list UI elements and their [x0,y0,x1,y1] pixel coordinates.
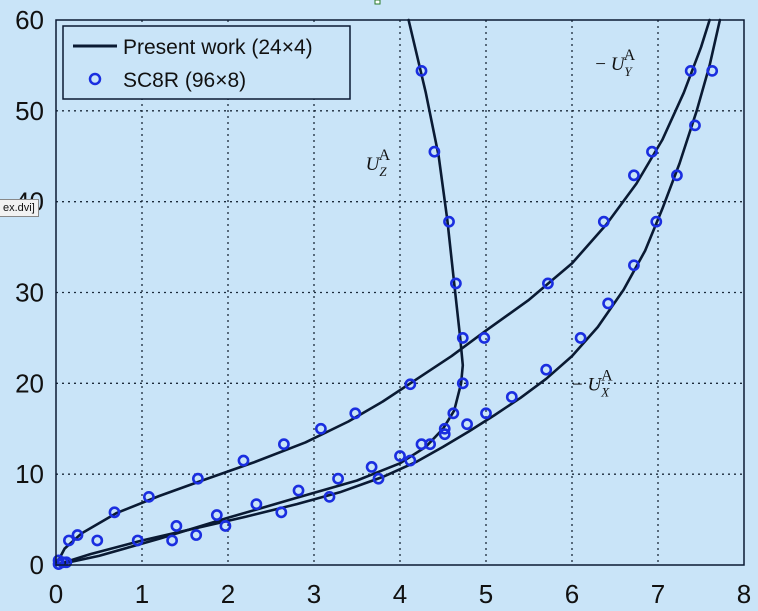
data-point-marker [394,450,406,462]
x-tick-label: 6 [565,579,579,609]
data-point-marker [478,332,491,344]
data-point-marker [142,490,155,503]
data-point-marker [646,145,658,158]
curve-label: − UXA [572,368,613,400]
legend-line-label: Present work (24×4) [123,36,313,59]
data-point-marker [314,422,327,435]
data-point-marker [449,277,462,290]
data-point-marker [684,64,697,77]
y-tick-label: 30 [15,278,44,308]
data-point-marker [63,534,75,547]
x-tick-label: 1 [135,579,149,609]
y-tick-label: 0 [30,550,44,580]
data-point-marker [461,418,473,431]
data-point-marker [628,169,640,182]
data-point-marker [91,534,104,547]
legend-box [62,25,351,100]
data-point-marker [275,506,288,519]
data-point-marker [438,428,451,441]
x-tick-label: 0 [49,579,63,609]
data-point-marker [540,363,553,376]
data-point-marker [456,377,469,390]
data-point-marker [671,169,683,182]
x-tick-label: 8 [737,579,751,609]
data-point-marker [277,438,290,451]
legend-marker-swatch [88,72,102,86]
data-point-marker [404,454,417,467]
data-point-marker [349,407,362,420]
data-point-marker [505,391,518,403]
data-point-marker [237,454,250,467]
y-tick-label: 60 [15,5,44,35]
data-point-marker [628,259,640,272]
data-point-marker [456,332,469,344]
x-tick-label: 2 [221,579,235,609]
data-point-marker [71,529,84,541]
x-tick-label: 3 [307,579,321,609]
data-point-marker [597,215,610,228]
data-point-marker [131,534,144,547]
data-point-marker [650,215,663,228]
x-tick-labels: 0 1 2 3 4 5 6 7 8 [49,579,751,609]
data-point-marker [323,490,336,503]
data-point-marker [415,438,428,451]
data-point-marker [447,407,460,420]
data-point-marker [574,332,587,344]
x-tick-label: 5 [479,579,493,609]
curve-annotations: UZA − UYA − UXA [366,47,636,400]
top-edge-handle [374,0,381,5]
x-tick-label: 4 [393,579,407,609]
data-point-marker [210,509,223,521]
data-point-marker [292,484,305,497]
data-point-marker [602,297,615,310]
data-point-marker [404,378,417,391]
data-point-marker [365,460,378,473]
data-point-marker [428,145,441,158]
data-point-marker [542,277,554,290]
y-tick-label: 50 [15,96,44,126]
curve-label: UZA [366,147,391,179]
data-point-marker [372,472,385,485]
data-point-marker [108,506,121,519]
data-point-marker [166,534,178,547]
curve-label: − UYA [595,47,635,79]
y-tick-label: 10 [15,459,44,489]
data-point-marker [706,64,719,77]
data-point-marker [190,529,203,541]
data-point-marker [332,472,344,485]
grid [56,20,744,565]
y-tick-labels: 0102030405060 [15,5,44,580]
data-point-marker [443,215,455,228]
y-tick-label: 20 [15,368,44,398]
plot-frame [55,19,745,566]
legend-marker-label: SC8R (96×8) [123,69,246,92]
data-point-marker [170,520,183,532]
series-line-1 [54,18,711,567]
data-point-marker [689,119,701,132]
data-point-marker [415,64,428,77]
data-point-marker [480,407,492,420]
data-point-marker [219,520,232,532]
x-tick-label: 7 [651,579,665,609]
data-point-marker [438,422,451,435]
data-point-marker [191,472,204,485]
legend: Present work (24×4) SC8R (96×8) [62,25,351,100]
window-stub-tab: ex.dvi] [0,199,39,217]
data-point-marker [56,556,69,569]
data-point-marker [250,498,263,511]
markers [52,64,719,570]
